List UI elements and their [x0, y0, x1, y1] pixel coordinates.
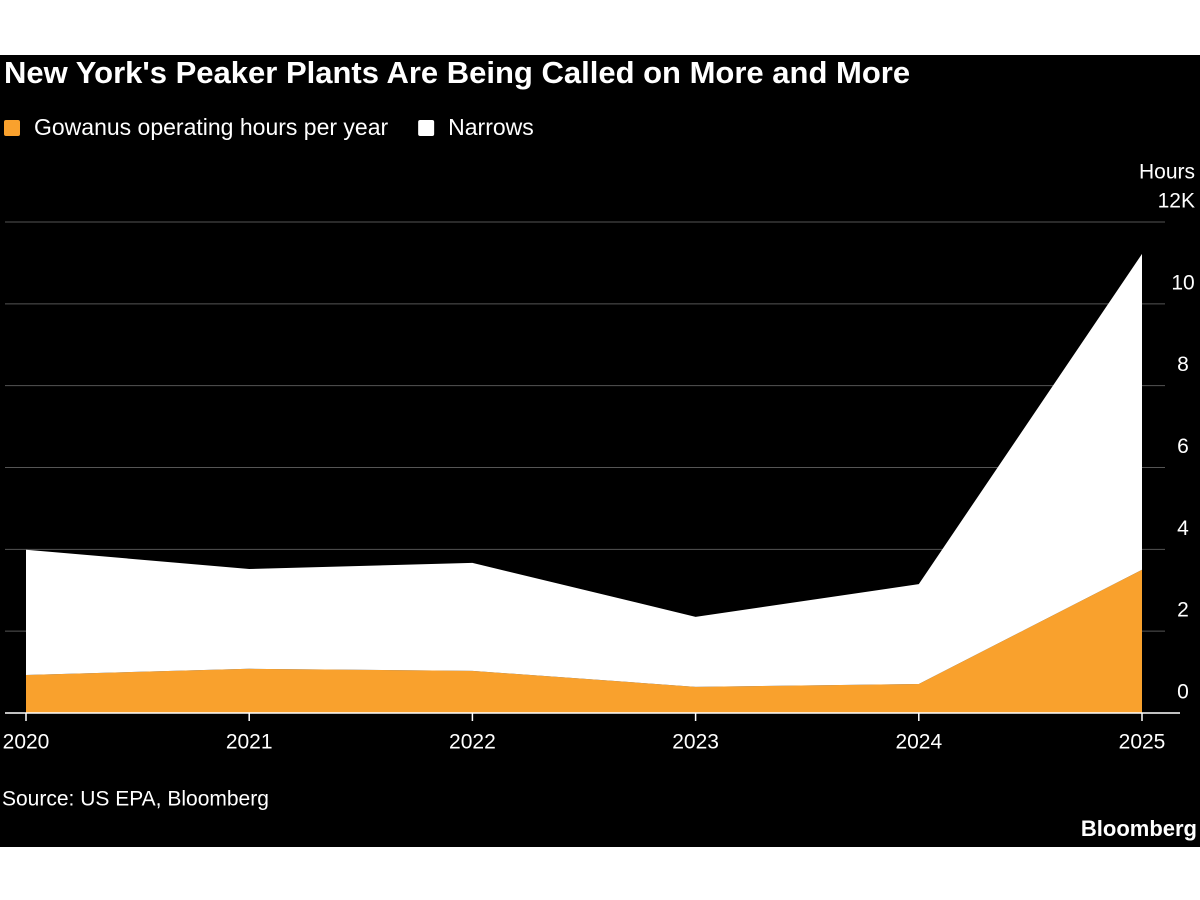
x-tick-label: 2025 [1119, 731, 1166, 754]
y-tick-label: 12K [1158, 190, 1195, 213]
area [26, 253, 1142, 687]
legend-swatch [4, 120, 20, 136]
legend-label: Gowanus operating hours per year [34, 114, 388, 140]
x-tick-label: 2023 [672, 731, 719, 754]
brand: Bloomberg [1081, 816, 1197, 841]
background [0, 55, 1200, 847]
y-tick-label: 10 [1171, 271, 1194, 294]
y-tick-label: 6 [1177, 435, 1189, 458]
chart-title: New York's Peaker Plants Are Being Calle… [4, 55, 910, 90]
legend-swatch [418, 120, 435, 136]
legend-label: Narrows [448, 114, 534, 140]
y-tick-label: 2 [1177, 599, 1189, 622]
y-axis-label: Hours [1139, 161, 1195, 184]
x-tick-label: 2024 [895, 731, 942, 754]
x-tick-label: 2021 [226, 731, 273, 754]
y-tick-label: 0 [1177, 681, 1189, 704]
y-tick-label: 8 [1177, 353, 1189, 376]
area [26, 569, 1142, 713]
source: Source: US EPA, Bloomberg [2, 788, 269, 811]
y-tick-label: 4 [1177, 517, 1189, 540]
x-tick-label: 2022 [449, 731, 496, 754]
x-tick-label: 2020 [3, 731, 50, 754]
